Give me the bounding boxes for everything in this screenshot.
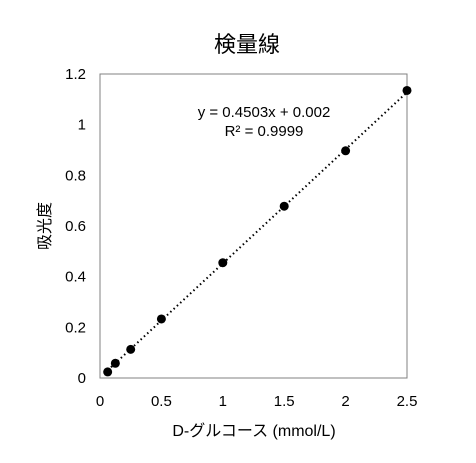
y-tick-label: 1 (78, 117, 86, 134)
x-tick-label: 0.5 (151, 393, 172, 410)
trendline-r-squared: R² = 0.9999 (225, 123, 304, 140)
x-tick-label: 1 (219, 393, 227, 410)
x-tick-label: 1.5 (274, 393, 295, 410)
y-tick-label: 1.2 (65, 66, 86, 83)
y-tick-label: 0.8 (65, 167, 86, 184)
y-tick-label: 0 (78, 370, 86, 387)
x-tick-labels: 0 0.5 1 1.5 2 2.5 (96, 393, 418, 410)
y-tick-label: 0.2 (65, 319, 86, 336)
data-point (156, 314, 166, 324)
x-tick-label: 2.5 (397, 393, 418, 410)
trendline-equation: y = 0.4503x + 0.002 (198, 104, 331, 121)
data-point (402, 85, 412, 95)
data-point (126, 344, 136, 354)
y-tick-label: 0.4 (65, 269, 86, 286)
plot-area-frame (99, 73, 408, 379)
data-points (103, 85, 412, 377)
data-point (110, 358, 120, 368)
y-axis-label: 吸光度 (36, 202, 54, 250)
data-point (341, 146, 351, 156)
data-point (279, 201, 289, 211)
x-tick-label: 0 (96, 393, 104, 410)
data-point (103, 367, 113, 377)
y-tick-label: 0.6 (65, 218, 86, 235)
chart-title: 検量線 (214, 32, 280, 57)
x-axis-label: D-グルコース (mmol/L) (172, 422, 335, 440)
data-point (218, 258, 228, 268)
x-tick-label: 2 (341, 393, 349, 410)
y-tick-labels: 0 0.2 0.4 0.6 0.8 1 1.2 (65, 66, 86, 387)
trendline (106, 91, 408, 372)
